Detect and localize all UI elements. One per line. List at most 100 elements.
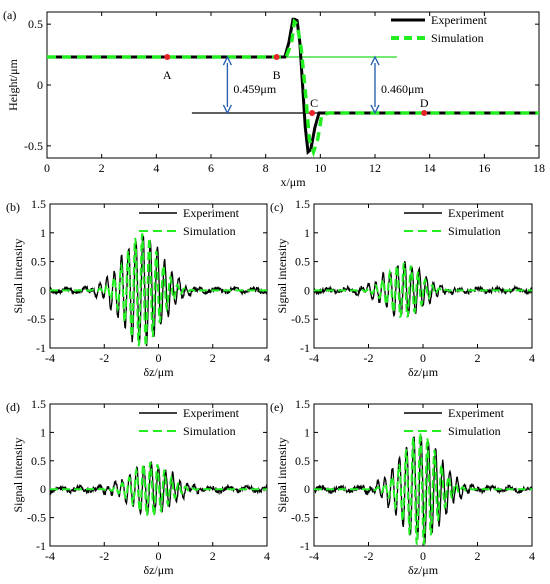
panel-d: -4 -2 0 2 4 -1 -0.5 0 0.5 1 1.5 (d) δz/μm Signal inte… [6, 397, 270, 577]
x-tick-label: 2 [210, 351, 216, 365]
arrow-head-down [222, 104, 233, 115]
x-tick-label: 4 [529, 351, 535, 365]
panel-label: (d) [6, 400, 20, 414]
y-axis-label: Signal intensity [11, 438, 25, 513]
x-axis-label: δz/μm [408, 365, 439, 379]
legend-label-simulation: Simulation [448, 224, 501, 238]
x-tick-label: -2 [364, 549, 374, 563]
series-experiment-line [313, 261, 533, 318]
legend-label-simulation: Simulation [183, 224, 236, 238]
y-tick-label: 0 [40, 482, 46, 496]
y-axis-label: Signal intensity [275, 239, 289, 314]
y-tick-label: -1 [36, 539, 46, 553]
legend-label-experiment: Experiment [183, 206, 240, 220]
y-tick-label: 0 [304, 482, 310, 496]
panel-label: (c) [270, 200, 283, 214]
series-experiment-line [47, 17, 539, 155]
point-label: D [420, 96, 429, 110]
x-axis-label: δz/μm [143, 365, 174, 379]
y-tick-label: 0.5 [295, 454, 310, 468]
x-tick-label: -2 [99, 549, 109, 563]
x-tick-label: 14 [424, 161, 436, 175]
y-axis-label: Height/μm [6, 58, 20, 110]
point-label: C [310, 96, 318, 110]
y-tick-label: 1 [40, 425, 46, 439]
x-tick-label: 12 [369, 161, 381, 175]
legend-label-simulation: Simulation [448, 424, 501, 438]
point-marker [273, 54, 280, 61]
x-tick-label: -4 [45, 351, 55, 365]
x-tick-label: 8 [263, 161, 269, 175]
y-tick-label: -0.5 [27, 312, 46, 326]
legend-label-experiment: Experiment [448, 406, 505, 420]
x-tick-label: 0 [420, 549, 426, 563]
series-simulation-line [47, 18, 539, 158]
panel-label: (e) [270, 400, 283, 414]
x-axis-label: δz/μm [143, 563, 174, 577]
legend-label-simulation: Simulation [183, 424, 236, 438]
series-simulation-line [50, 233, 267, 347]
y-tick-label: 0 [304, 283, 310, 297]
y-tick-label: -0.5 [291, 511, 310, 525]
y-tick-label: 0.5 [31, 255, 46, 269]
y-tick-label: -0.5 [291, 312, 310, 326]
x-tick-label: 0 [420, 351, 426, 365]
x-tick-label: 2 [475, 549, 481, 563]
x-tick-label: -4 [309, 351, 319, 365]
x-tick-label: 0 [44, 161, 50, 175]
x-tick-label: -4 [309, 549, 319, 563]
y-tick-label: 0 [37, 78, 43, 92]
series-simulation-line [314, 432, 532, 546]
series-simulation-line [314, 262, 532, 319]
legend-label-experiment: Experiment [431, 13, 488, 27]
y-tick-label: 1.5 [31, 397, 46, 411]
x-tick-label: 2 [99, 161, 105, 175]
y-tick-label: 1 [40, 226, 46, 240]
x-tick-label: -2 [99, 351, 109, 365]
y-tick-label: 1.5 [295, 397, 310, 411]
y-tick-label: 1.5 [295, 197, 310, 211]
panel-c: -4 -2 0 2 4 -1 -0.5 0 0.5 1 1.5 (c) δz/μm Signal inte… [270, 197, 535, 379]
x-tick-label: 6 [208, 161, 214, 175]
y-tick-label: 1 [304, 226, 310, 240]
y-tick-label: -0.5 [24, 139, 43, 153]
x-tick-label: 0 [156, 351, 162, 365]
x-tick-label: 4 [529, 549, 535, 563]
x-tick-label: 10 [314, 161, 326, 175]
panel-label: (b) [6, 200, 20, 214]
y-axis-label: Signal intensity [275, 438, 289, 513]
y-tick-label: 0.5 [31, 454, 46, 468]
panel-e: -4 -2 0 2 4 -1 -0.5 0 0.5 1 1.5 (e) δz/μm Signal inte… [270, 397, 535, 577]
panel-label: (a) [3, 8, 16, 22]
x-tick-label: -4 [45, 549, 55, 563]
legend-label-simulation: Simulation [431, 31, 484, 45]
y-tick-label: 0 [40, 283, 46, 297]
x-axis-label: δz/μm [408, 563, 439, 577]
point-marker [421, 109, 428, 116]
point-label: A [163, 68, 172, 82]
dimension-label: 0.460μm [381, 82, 424, 96]
y-tick-label: -1 [300, 539, 310, 553]
x-tick-label: 4 [264, 549, 270, 563]
arrow-head-down [370, 104, 380, 115]
point-marker [164, 54, 171, 61]
y-tick-label: -1 [36, 341, 46, 355]
legend-label-experiment: Experiment [448, 206, 505, 220]
point-label: B [273, 68, 281, 82]
y-tick-label: -1 [300, 341, 310, 355]
y-tick-label: 1.5 [31, 197, 46, 211]
x-tick-label: -2 [364, 351, 374, 365]
x-tick-label: 4 [264, 351, 270, 365]
x-tick-label: 2 [210, 549, 216, 563]
arrow-head-up [370, 55, 380, 66]
x-tick-label: 0 [156, 549, 162, 563]
series-experiment-line [313, 436, 533, 545]
panel-b: -4 -2 0 2 4 -1 -0.5 0 0.5 1 1.5 (b) δz/μm Signal inte… [6, 197, 270, 379]
x-tick-label: 2 [475, 351, 481, 365]
legend-label-experiment: Experiment [183, 406, 240, 420]
y-tick-label: 1 [304, 425, 310, 439]
y-tick-label: 0.5 [295, 255, 310, 269]
y-tick-label: -0.5 [27, 511, 46, 525]
x-tick-label: 4 [153, 161, 159, 175]
